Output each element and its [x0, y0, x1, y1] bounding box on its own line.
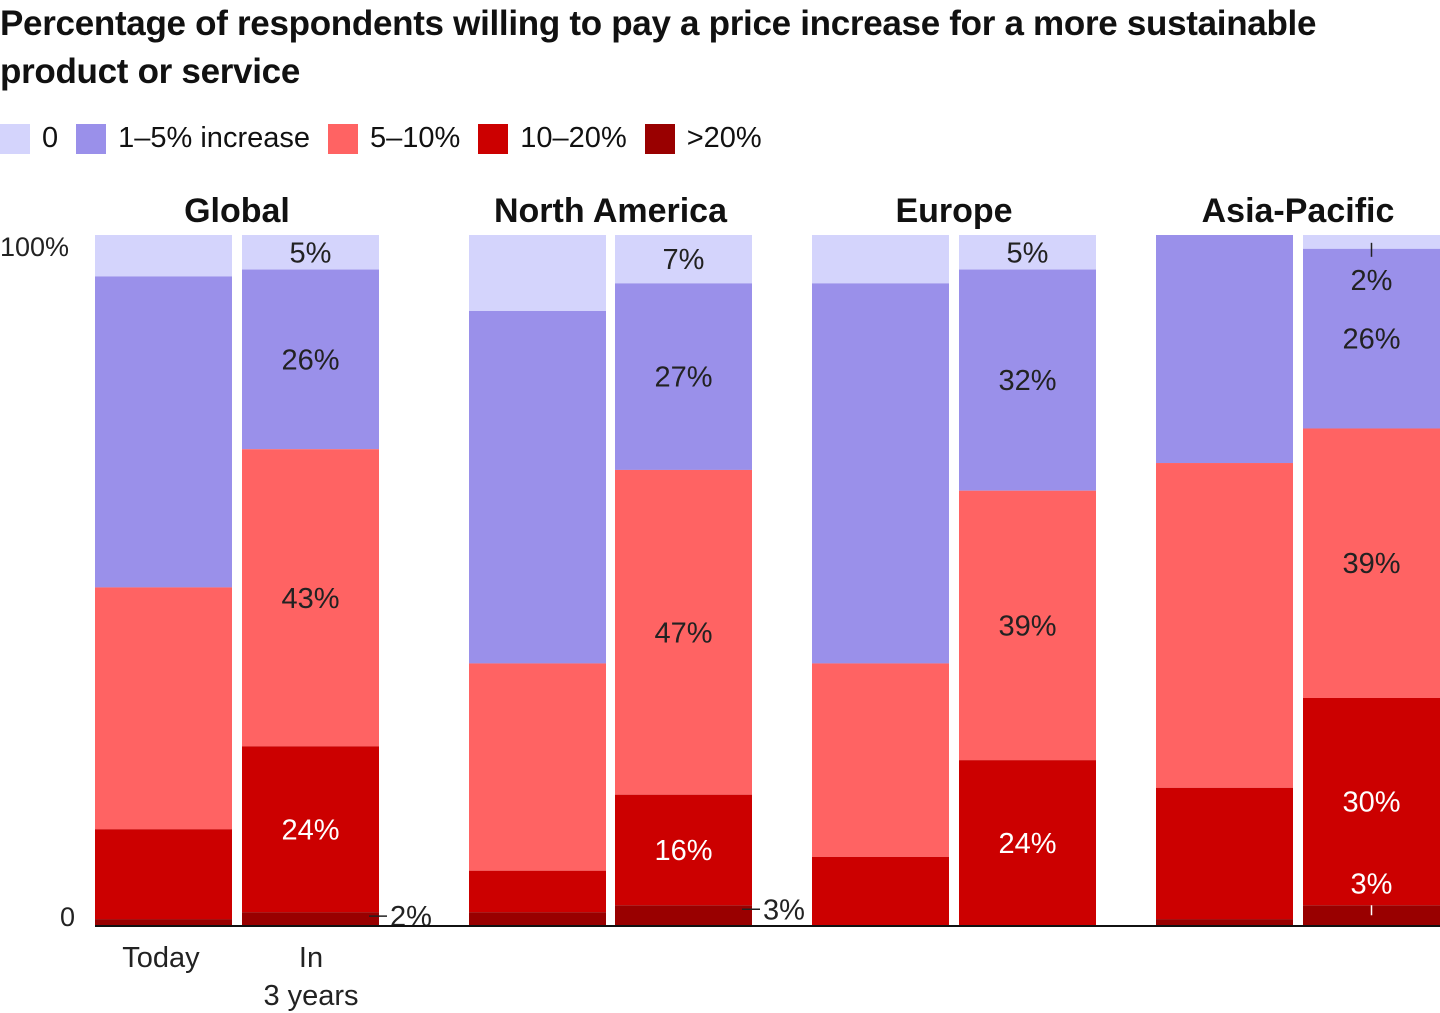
legend-item: 10–20%	[478, 122, 627, 155]
bar-segment	[1156, 919, 1293, 926]
panel-title: Asia-Pacific	[1202, 192, 1395, 230]
y-tick-label: 100%	[0, 232, 69, 262]
data-label: 30%	[1342, 787, 1400, 819]
chart-title: Percentage of respondents willing to pay…	[0, 4, 1317, 91]
bar-segment	[1156, 463, 1293, 788]
data-label: 27%	[654, 362, 712, 394]
bar-segment	[95, 276, 232, 588]
legend-item: 1–5% increase	[76, 122, 310, 155]
data-label: 39%	[998, 610, 1056, 642]
legend-item: 5–10%	[327, 122, 461, 155]
bar-segment	[812, 235, 949, 284]
y-tick-label: 0	[60, 902, 75, 932]
legend-label: 1–5% increase	[118, 122, 310, 154]
data-label: 7%	[663, 244, 705, 276]
bar-segment	[812, 856, 949, 926]
legend-swatch	[76, 123, 107, 154]
legend-item: 0	[0, 122, 58, 155]
bar-segment	[812, 663, 949, 857]
legend-label: 0	[42, 122, 59, 154]
bar-segment	[242, 912, 379, 926]
bar-segment	[469, 311, 606, 664]
legend-swatch	[0, 123, 30, 154]
bar-segment	[242, 449, 379, 747]
data-label: 32%	[998, 365, 1056, 397]
bar-segment	[469, 235, 606, 312]
legend-swatch	[327, 123, 358, 154]
data-label: 39%	[1342, 548, 1400, 580]
bar-segment	[615, 469, 752, 795]
legend-swatch	[478, 123, 509, 154]
bar-segment	[959, 269, 1096, 491]
bar-segment	[615, 235, 752, 284]
bar-segment	[95, 235, 232, 277]
bar-segment	[959, 235, 1096, 270]
data-label: 24%	[281, 814, 339, 846]
bar-segment	[615, 283, 752, 470]
bar-segment	[469, 870, 606, 913]
data-label: 3%	[1351, 868, 1393, 900]
data-label: 24%	[998, 828, 1056, 860]
bar-segment	[812, 283, 949, 664]
bar-segment	[1303, 428, 1440, 698]
legend-item: >20%	[644, 122, 762, 155]
bar-segment	[615, 794, 752, 906]
bar-segment	[95, 587, 232, 830]
bar-segment	[242, 235, 379, 270]
panel-title: Global	[184, 192, 290, 230]
bar-segment	[242, 746, 379, 913]
legend-swatch	[644, 123, 675, 154]
bar-segment	[1156, 235, 1293, 464]
legend-label: 5–10%	[369, 122, 461, 154]
bar-segment	[615, 905, 752, 926]
bar-segment	[1303, 248, 1440, 429]
bar-segment	[469, 663, 606, 871]
bar-segment	[95, 919, 232, 926]
x-tick-label: 3 years	[263, 980, 358, 1012]
legend-label: >20%	[686, 122, 762, 154]
data-label: 5%	[290, 237, 332, 269]
bar-segment	[1303, 905, 1440, 926]
bar-segment	[242, 269, 379, 450]
bar-segment	[469, 912, 606, 926]
data-label: 16%	[654, 835, 712, 867]
data-label: 26%	[281, 344, 339, 376]
panel-title: North America	[494, 192, 728, 230]
data-label: 3%	[763, 894, 805, 926]
data-label: 26%	[1342, 324, 1400, 356]
bar-segment	[1303, 235, 1440, 249]
x-tick-label: Today	[122, 942, 200, 974]
bar-segment	[959, 490, 1096, 761]
data-label: 47%	[654, 617, 712, 649]
legend: 0 1–5% increase 5–10% 10–20% >20%	[0, 122, 780, 155]
panel-title: Europe	[895, 192, 1012, 230]
legend-label: 10–20%	[520, 122, 627, 154]
x-tick-label: In	[299, 942, 323, 974]
bar-segment	[95, 829, 232, 920]
data-label: 2%	[390, 901, 432, 933]
bar-segment	[1156, 787, 1293, 920]
data-label: 2%	[1351, 265, 1393, 297]
bar-segment	[1303, 697, 1440, 906]
bar-segment	[959, 760, 1096, 926]
data-label: 43%	[281, 583, 339, 615]
data-label: 5%	[1007, 237, 1049, 269]
